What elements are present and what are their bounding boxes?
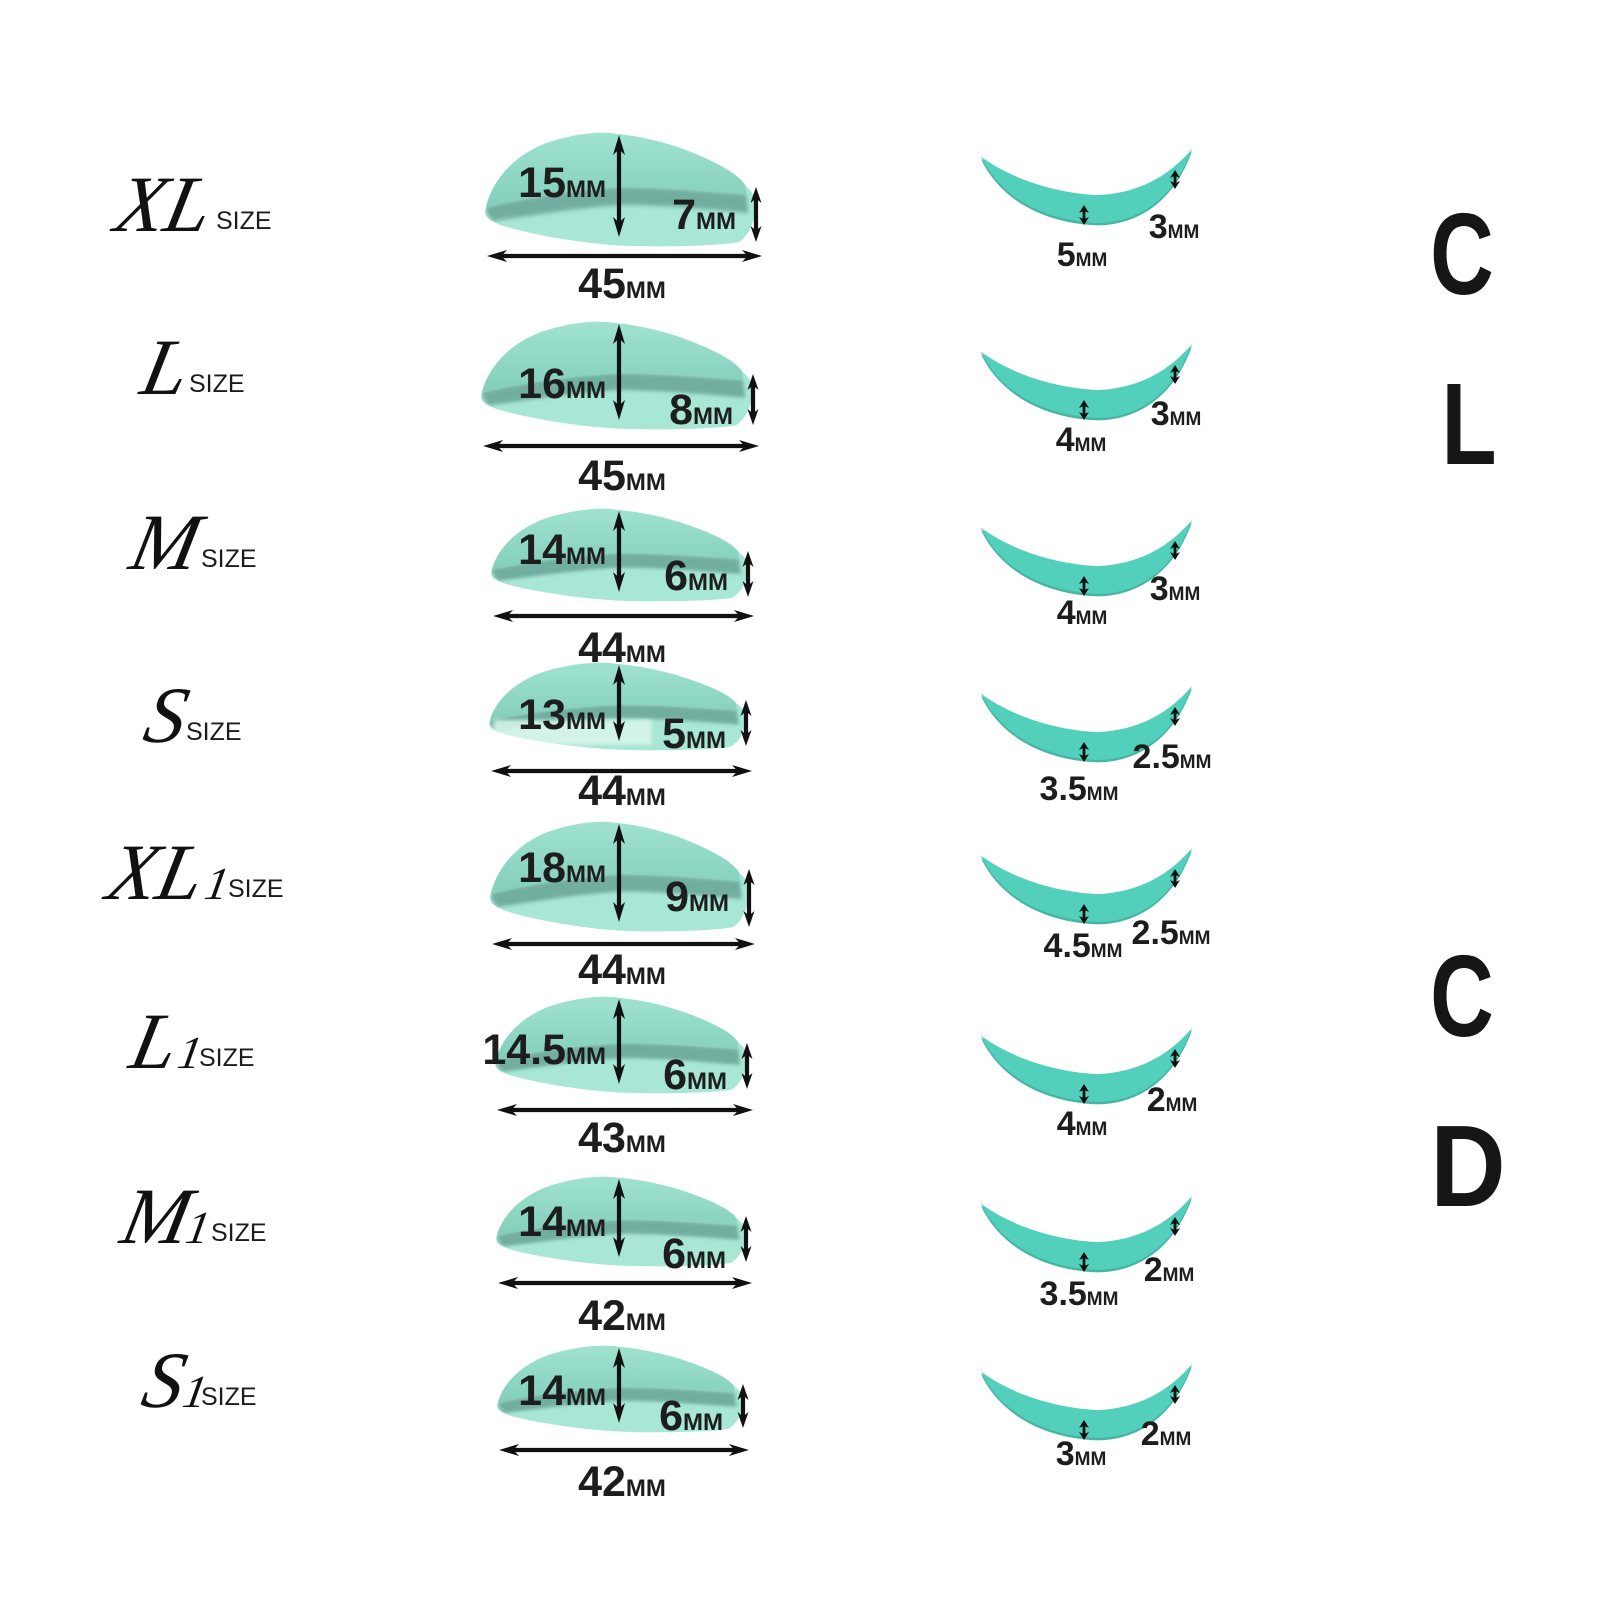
svg-text:SIZE: SIZE — [201, 1383, 257, 1411]
svg-text:SIZE: SIZE — [216, 207, 272, 235]
svg-text:3MM: 3MM — [1150, 570, 1201, 608]
svg-text:15MM: 15MM — [518, 159, 606, 207]
svg-text:8MM: 8MM — [669, 386, 733, 434]
svg-text:42MM: 42MM — [578, 1292, 666, 1340]
svg-text:XL: XL — [97, 829, 212, 917]
svg-text:2.5MM: 2.5MM — [1132, 914, 1211, 952]
svg-text:SIZE: SIZE — [228, 875, 284, 903]
svg-text:14MM: 14MM — [518, 1367, 606, 1415]
svg-text:SIZE: SIZE — [211, 1219, 267, 1247]
svg-text:C: C — [1430, 189, 1494, 318]
svg-text:6MM: 6MM — [664, 552, 728, 600]
svg-text:XL: XL — [105, 161, 220, 249]
svg-text:6MM: 6MM — [659, 1392, 723, 1440]
svg-text:D: D — [1430, 1102, 1505, 1231]
svg-text:L: L — [1441, 360, 1496, 489]
svg-text:SIZE: SIZE — [186, 718, 242, 746]
svg-text:SIZE: SIZE — [199, 1044, 255, 1072]
svg-text:14.5MM: 14.5MM — [482, 1026, 606, 1074]
svg-text:SIZE: SIZE — [201, 545, 257, 573]
svg-text:C: C — [1430, 931, 1494, 1060]
svg-text:SIZE: SIZE — [189, 370, 245, 398]
